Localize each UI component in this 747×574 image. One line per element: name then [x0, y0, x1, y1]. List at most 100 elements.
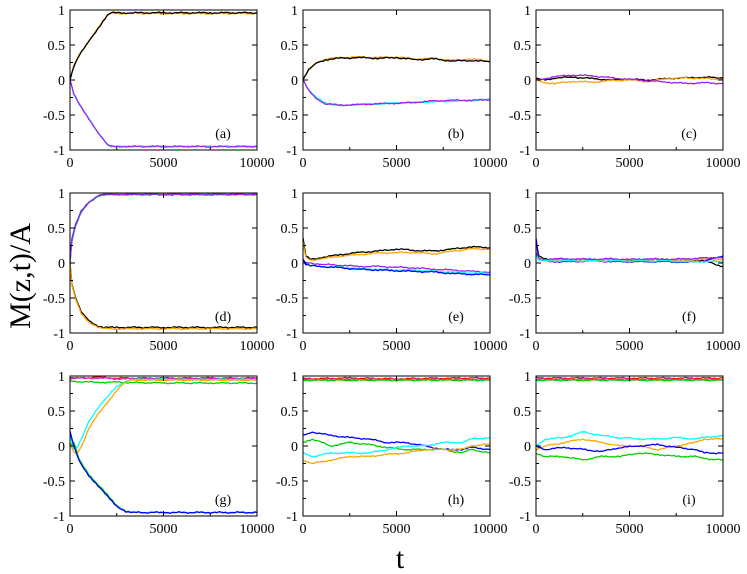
panels-grid: -1-0.500.510 5000 10000(a)-1-0.500.510 5000…	[43, 4, 741, 537]
y-tick-label: -1	[53, 510, 65, 525]
series-line-orange	[70, 12, 257, 80]
x-tick-label: 10000	[706, 339, 741, 354]
x-tick-label: 10000	[240, 156, 275, 171]
series-group	[536, 376, 723, 461]
y-tick-label: 1	[58, 187, 65, 202]
series-group	[70, 11, 257, 148]
y-tick-label: -0.5	[509, 475, 531, 490]
panel-label: (g)	[215, 493, 232, 508]
x-tick-label: 5000	[616, 522, 644, 537]
x-tick-label: 10000	[240, 339, 275, 354]
y-tick-label: 0	[291, 257, 298, 272]
panel-label: (a)	[215, 127, 231, 142]
panel-h: -1 -0.5 0 0.5 1 0 5000 10000 (h)	[276, 370, 508, 537]
series-group	[536, 74, 723, 85]
panel-e: -1 -0.5 0 0.5 1 0 5000 10000 (e)	[276, 187, 508, 354]
y-tick-label: -1	[286, 144, 298, 159]
panel-label: (d)	[215, 310, 232, 325]
y-tick-label: 1	[291, 4, 298, 19]
panel-d: -1 -0.5 0 0.5 1 0 5000 10000 (d)	[43, 187, 275, 354]
series-group	[303, 237, 490, 276]
y-tick-label: -1	[286, 327, 298, 342]
y-axis-title: M(z,t)/A	[4, 223, 37, 329]
y-tick-label: -0.5	[276, 292, 298, 307]
y-tick-label: 0.5	[48, 405, 66, 420]
series-line-cyan	[536, 255, 723, 264]
series-line-purple	[70, 79, 257, 148]
y-tick-label: 1	[291, 370, 298, 385]
y-tick-label: 0.5	[514, 222, 532, 237]
x-tick-label: 0	[67, 156, 74, 171]
series-line-orange	[70, 262, 257, 331]
series-line-green	[70, 193, 257, 263]
panel-label: (c)	[681, 127, 697, 142]
y-tick-label: -1	[53, 327, 65, 342]
y-tick-label: 0	[291, 74, 298, 89]
y-tick-label: -0.5	[509, 109, 531, 124]
y-tick-label: 0	[524, 74, 531, 89]
y-tick-label: 0	[291, 440, 298, 455]
series-line-green	[536, 452, 723, 461]
x-tick-label: 10000	[473, 156, 508, 171]
y-tick-label: 0.5	[281, 405, 299, 420]
series-line-black	[70, 11, 257, 81]
x-tick-label: 5000	[383, 522, 411, 537]
x-tick-label: 10000	[473, 522, 508, 537]
series-line-blue	[70, 193, 257, 264]
panel-f: -1 -0.5 0 0.5 1 0 5000 10000 (f)	[509, 187, 741, 354]
x-tick-label: 10000	[240, 522, 275, 537]
series-group	[303, 55, 490, 107]
x-tick-label: 0	[67, 339, 74, 354]
x-tick-label: 5000	[616, 156, 644, 171]
y-tick-label: 0.5	[281, 39, 299, 54]
x-tick-label: 5000	[383, 156, 411, 171]
series-line-green	[303, 438, 490, 454]
series-group	[303, 376, 490, 465]
series-line-black	[70, 262, 257, 329]
panel-label: (b)	[448, 127, 465, 142]
x-tick-label: 5000	[150, 522, 178, 537]
x-tick-label: 0	[533, 339, 540, 354]
x-tick-label: 0	[300, 339, 307, 354]
series-line-black	[303, 56, 490, 81]
y-tick-label: 0	[58, 440, 65, 455]
series-line-purple	[70, 193, 257, 263]
panel-label: (e)	[448, 310, 464, 325]
y-tick-label: 0.5	[514, 405, 532, 420]
y-tick-label: -1	[519, 327, 531, 342]
y-tick-label: 0.5	[48, 39, 66, 54]
y-tick-label: 0	[524, 440, 531, 455]
y-tick-label: 0.5	[48, 222, 66, 237]
series-line-purple	[303, 258, 490, 274]
series-group	[70, 193, 257, 331]
y-tick-label: -1	[519, 510, 531, 525]
series-line-purple	[536, 74, 723, 85]
series-line-green	[70, 379, 257, 385]
panel-label: (h)	[448, 493, 465, 508]
series-line-orange	[303, 55, 490, 80]
series-line-orange	[303, 241, 490, 262]
series-line-cyan	[536, 431, 723, 447]
series-line-cyan	[70, 193, 257, 264]
y-tick-label: -0.5	[43, 109, 65, 124]
series-line-cyan	[303, 80, 490, 107]
y-tick-label: -0.5	[276, 109, 298, 124]
y-tick-label: 0	[58, 257, 65, 272]
x-tick-label: 10000	[706, 156, 741, 171]
x-tick-label: 0	[67, 522, 74, 537]
series-line-black	[536, 241, 723, 268]
y-tick-label: -0.5	[509, 292, 531, 307]
y-tick-label: 1	[524, 4, 531, 19]
series-line-red	[70, 376, 257, 380]
y-tick-label: 1	[524, 187, 531, 202]
x-tick-label: 5000	[150, 156, 178, 171]
x-tick-label: 5000	[616, 339, 644, 354]
y-tick-label: 0.5	[514, 39, 532, 54]
panel-c: -1 -0.5 0 0.5 1 0 5000 10000 (c)	[509, 4, 741, 171]
x-tick-label: 0	[533, 522, 540, 537]
y-tick-label: 1	[58, 370, 65, 385]
series-line-orange	[70, 378, 257, 454]
panel-b: -1 -0.5 0 0.5 1 0 5000 10000 (b)	[276, 4, 508, 171]
series-line-black	[303, 237, 490, 261]
